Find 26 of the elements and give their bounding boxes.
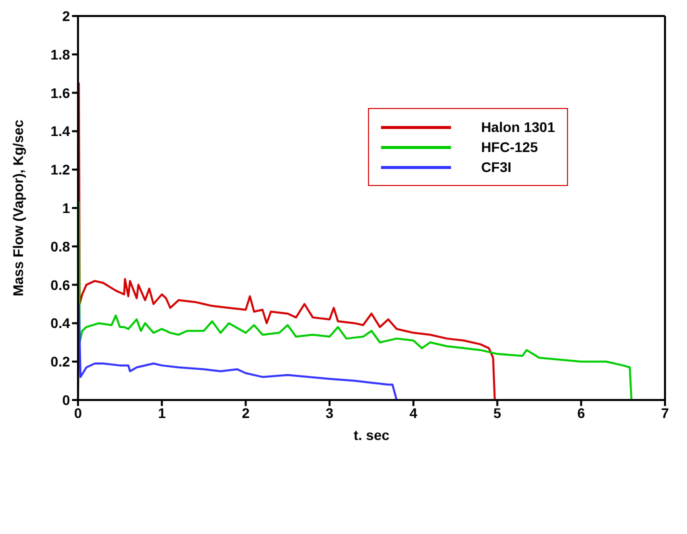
- x-tick-label: 2: [242, 404, 250, 421]
- line-series: [78, 303, 398, 400]
- y-tick-label: 0: [62, 392, 70, 408]
- y-tick-label: 0.4: [50, 315, 70, 332]
- y-tick-label: 0.2: [50, 354, 70, 370]
- y-tick-label: 1.8: [50, 46, 70, 62]
- x-tick-label: 5: [493, 404, 502, 421]
- y-tick-label: 2: [62, 8, 70, 24]
- x-tick-label: 7: [661, 404, 670, 421]
- legend-label: Halon 1301: [481, 119, 555, 135]
- x-tick-label: 1: [158, 404, 166, 421]
- y-tick-label: 1.6: [50, 84, 70, 101]
- x-tick-label: 0: [74, 404, 82, 421]
- legend-label: HFC-125: [481, 139, 538, 155]
- y-tick-label: 1.2: [50, 162, 70, 178]
- y-tick-label: 1: [62, 200, 70, 216]
- y-tick-label: 0.8: [50, 238, 70, 254]
- x-axis-title: t. sec: [354, 427, 390, 443]
- x-tick-label: 6: [577, 404, 586, 421]
- legend-label: CF3I: [481, 159, 512, 175]
- y-axis-title: Mass Flow (Vapor), Kg/sec: [10, 119, 26, 296]
- x-tick-label: 4: [410, 404, 418, 421]
- line-series: [78, 201, 632, 400]
- y-tick-label: 0.6: [50, 276, 70, 293]
- y-tick-label: 1.4: [50, 123, 70, 140]
- x-tick-label: 3: [326, 404, 334, 421]
